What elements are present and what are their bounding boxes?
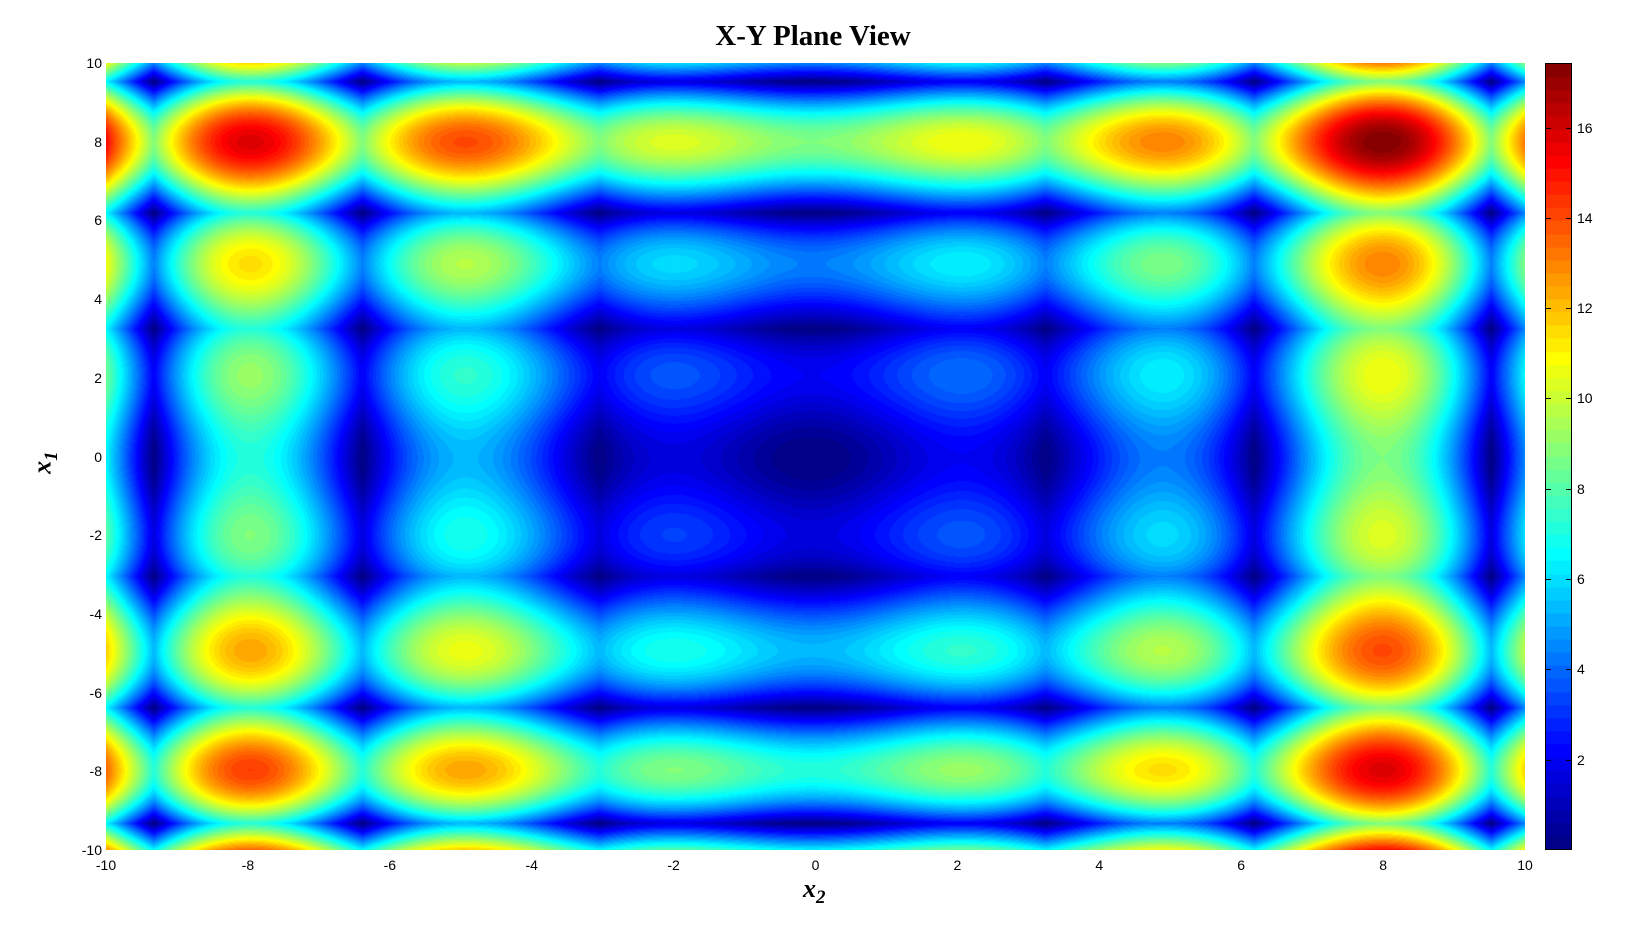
colorbar-tick-label: 16 [1577, 119, 1593, 136]
y-tick-label: 6 [94, 212, 102, 229]
colorbar-tick-mark [1546, 669, 1551, 670]
colorbar-tick-mark [1546, 398, 1551, 399]
y-axis-label: x1 [28, 451, 63, 474]
colorbar-tick-mark [1546, 308, 1551, 309]
x-axis-label-sub: 2 [816, 887, 826, 909]
y-tick-label: 0 [94, 448, 102, 465]
colorbar-tick-mark [1566, 579, 1571, 580]
y-axis-label-sub: 1 [40, 451, 62, 461]
x-axis-label-base: x [803, 874, 816, 903]
colorbar-tick-mark [1566, 760, 1571, 761]
colorbar-tick-label: 10 [1577, 390, 1593, 407]
colorbar-tick-label: 14 [1577, 209, 1593, 226]
y-tick-label: -4 [89, 605, 102, 622]
colorbar-tick-mark [1546, 218, 1551, 219]
colorbar-tick-mark [1566, 489, 1571, 490]
colorbar-tick-mark [1566, 218, 1571, 219]
y-tick-label: 10 [86, 55, 102, 71]
x-tick-label: 6 [1237, 857, 1246, 873]
x-tick-label: 10 [1517, 857, 1533, 873]
x-tick-label: 8 [1379, 857, 1387, 873]
chart-title-text: X-Y Plane View [715, 20, 911, 52]
colorbar-tick-mark [1566, 128, 1571, 129]
chart-title: X-Y Plane View [0, 20, 1632, 53]
colorbar-tick-mark [1546, 128, 1551, 129]
x-tick-label: -2 [667, 857, 680, 873]
contour-plot-area [106, 63, 1525, 850]
x-tick-label: -8 [241, 857, 255, 873]
colorbar [1545, 63, 1572, 850]
y-tick-label: -8 [89, 763, 102, 780]
y-tick-label: 4 [94, 291, 102, 308]
colorbar-tick-label: 8 [1577, 480, 1585, 497]
x-tick-label: -6 [383, 857, 397, 873]
x-tick-label: 4 [1095, 857, 1104, 873]
y-tick-label: 8 [94, 133, 102, 150]
colorbar-tick-mark [1546, 579, 1551, 580]
y-tick-label: 2 [94, 369, 102, 386]
x-tick-label: 0 [811, 857, 820, 873]
y-tick-label: -6 [89, 684, 102, 701]
colorbar-tick-label: 6 [1577, 571, 1585, 588]
y-axis-label-base: x [27, 460, 57, 474]
colorbar-tick-label: 12 [1577, 300, 1593, 317]
y-tick-label: -10 [81, 842, 102, 858]
colorbar-tick-mark [1566, 398, 1571, 399]
x-tick-label: -10 [95, 857, 117, 873]
colorbar-tick-label: 4 [1577, 661, 1585, 678]
x-tick-label: 2 [953, 857, 962, 873]
colorbar-tick-mark [1566, 669, 1571, 670]
x-axis-label: x2 [803, 874, 826, 909]
colorbar-tick-label: 2 [1577, 751, 1585, 768]
colorbar-tick-mark [1546, 489, 1551, 490]
colorbar-tick-mark [1566, 308, 1571, 309]
colorbar-tick-mark [1546, 760, 1551, 761]
x-tick-label: -4 [525, 857, 538, 873]
y-tick-label: -2 [89, 527, 102, 544]
